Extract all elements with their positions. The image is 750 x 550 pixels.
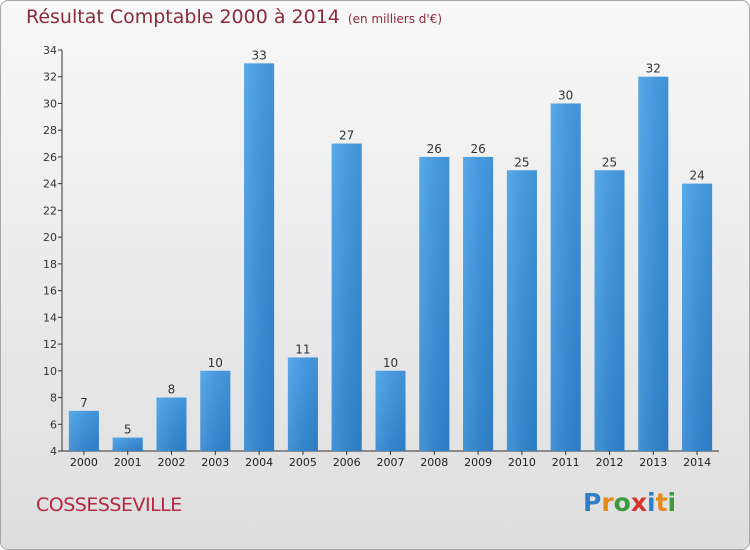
bar-shading	[638, 76, 669, 451]
x-tick-label: 2007	[377, 456, 405, 469]
y-tick-label: 4	[50, 445, 57, 458]
x-tick-label: 2009	[464, 456, 492, 469]
x-tick-label: 2004	[245, 456, 273, 469]
x-tick-label: 2008	[420, 456, 448, 469]
data-label: 26	[427, 142, 442, 156]
proxiti-logo: Proxiti	[583, 488, 676, 517]
y-tick-label: 34	[43, 44, 57, 57]
data-label: 24	[689, 169, 704, 183]
logo-letter: i	[667, 488, 677, 517]
y-tick-label: 8	[50, 392, 57, 405]
title-block: Résultat Comptable 2000 à 2014 (en millie…	[26, 6, 442, 28]
y-tick-label: 20	[43, 231, 57, 244]
x-tick-label: 2012	[596, 456, 624, 469]
bar-shading	[506, 170, 537, 452]
data-label: 30	[558, 88, 573, 102]
bar-shading	[287, 357, 318, 451]
data-label: 10	[208, 356, 223, 370]
x-tick-label: 2002	[158, 456, 186, 469]
bar-shading	[550, 103, 581, 451]
data-label: 10	[383, 356, 398, 370]
y-tick-label: 6	[50, 418, 57, 431]
bar-shading	[112, 437, 143, 451]
data-label: 26	[470, 142, 485, 156]
bar-shading	[375, 370, 406, 451]
chart-title: Résultat Comptable 2000 à 2014	[26, 6, 340, 28]
logo-letter: r	[601, 488, 614, 517]
y-tick-label: 14	[43, 311, 57, 324]
data-label: 25	[514, 155, 529, 169]
logo-letter: i	[647, 488, 656, 517]
y-tick-label: 18	[43, 258, 57, 271]
bar-shading	[200, 370, 231, 451]
x-tick-label: 2011	[552, 456, 580, 469]
y-tick-label: 30	[43, 97, 57, 110]
x-tick-label: 2000	[70, 456, 98, 469]
x-tick-label: 2005	[289, 456, 317, 469]
logo-letter: o	[613, 488, 631, 517]
data-label: 25	[602, 155, 617, 169]
bar-shading	[68, 410, 99, 451]
bar-shading	[463, 156, 494, 451]
bar-shading	[594, 170, 625, 452]
bar-shading	[244, 63, 275, 451]
data-label: 33	[251, 48, 266, 62]
bar-shading	[682, 183, 713, 451]
chart-subtitle: (en milliers d'€)	[347, 12, 443, 26]
x-tick-label: 2006	[333, 456, 361, 469]
data-labels: 7 5 8 10 33 11 27 10 26 26 25 30 25 32 24	[80, 48, 705, 436]
data-label: 11	[295, 342, 310, 356]
axes: 4 6 8 10 12 14 16 18 20 22 24 26 28 30 32 34 2000 2001 200…	[43, 44, 719, 469]
y-tick-label: 32	[43, 71, 57, 84]
logo-letter: t	[655, 488, 668, 517]
y-tick-label: 26	[43, 151, 57, 164]
data-label: 8	[168, 383, 176, 397]
x-tick-label: 2001	[114, 456, 142, 469]
y-tick-label: 12	[43, 338, 57, 351]
data-label: 7	[80, 396, 88, 410]
y-tick-label: 24	[43, 178, 57, 191]
y-tick-label: 10	[43, 365, 57, 378]
bar-shading	[419, 156, 450, 451]
logo-letter: x	[630, 488, 647, 517]
x-tick-label: 2013	[639, 456, 667, 469]
y-tick-label: 16	[43, 285, 57, 298]
bar-shading	[156, 397, 187, 451]
x-tick-label: 2014	[683, 456, 711, 469]
bar-shading	[331, 143, 362, 452]
data-label: 5	[124, 423, 132, 437]
y-tick-label: 22	[43, 204, 57, 217]
commune-name: COSSESSEVILLE	[36, 494, 182, 516]
x-tick-label: 2003	[201, 456, 229, 469]
x-tick-label: 2010	[508, 456, 536, 469]
data-label: 27	[339, 129, 354, 143]
y-tick-label: 28	[43, 124, 57, 137]
data-label: 32	[646, 62, 661, 76]
bars	[68, 63, 713, 452]
logo-letter: P	[583, 488, 602, 517]
